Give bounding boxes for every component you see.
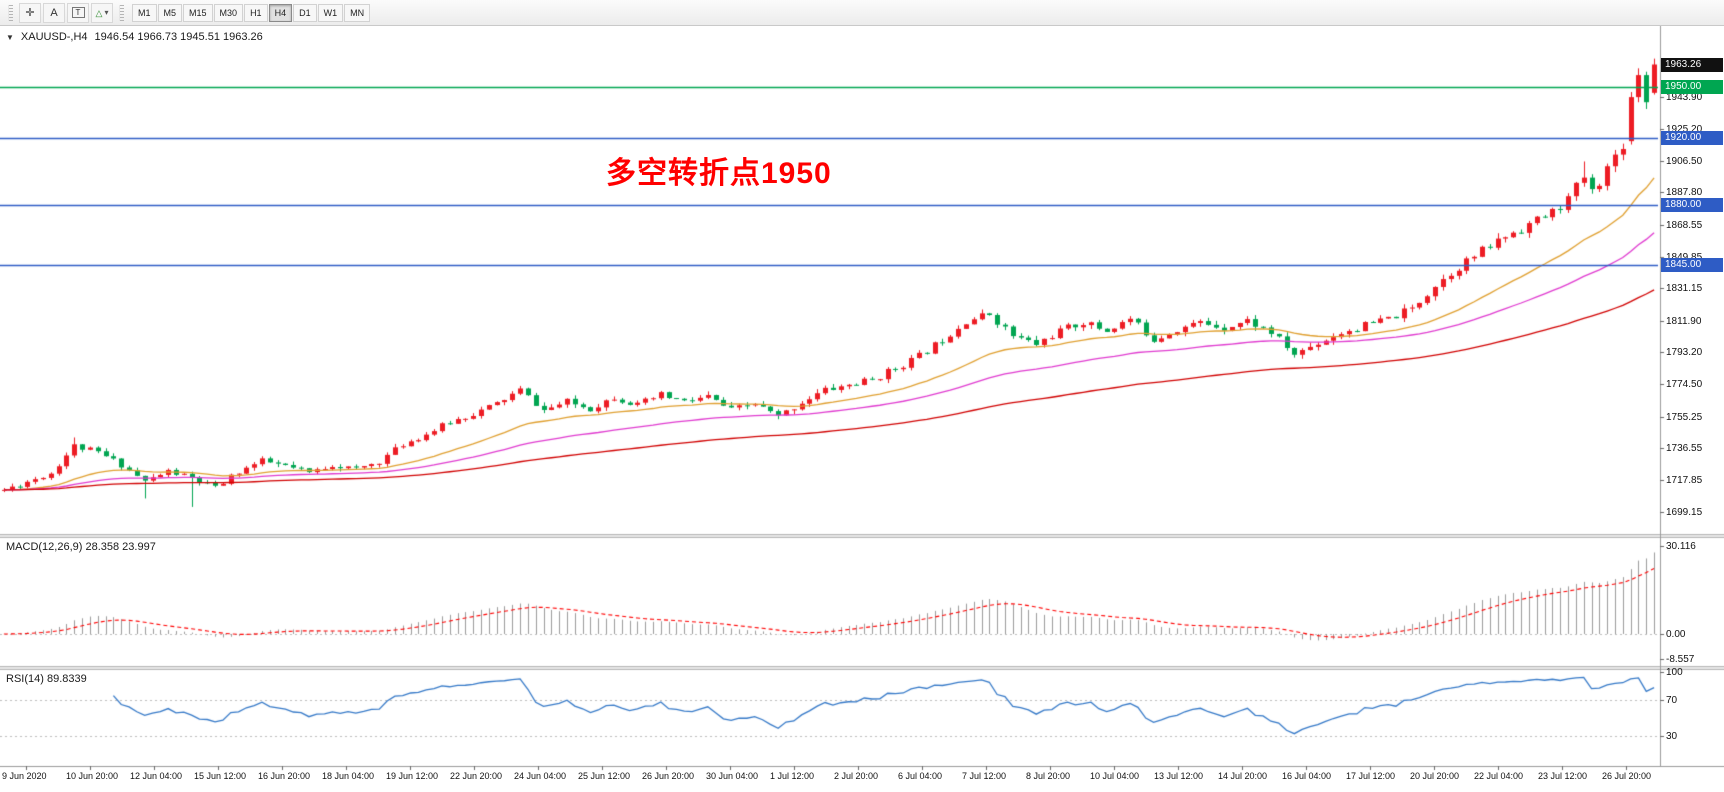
time-label: 9 Jun 2020 [2, 771, 47, 781]
time-label: 19 Jun 12:00 [386, 771, 439, 781]
tf-button-d1[interactable]: D1 [293, 3, 317, 22]
time-label: 13 Jul 12:00 [1154, 771, 1204, 781]
price-tick: 1831.15 [1666, 283, 1703, 295]
price-tick: 1868.55 [1666, 219, 1703, 231]
price-tick: 1717.85 [1666, 475, 1703, 487]
text-tool-button[interactable]: A [43, 2, 65, 23]
time-label: 18 Jun 04:00 [322, 771, 375, 781]
price-tick: 1736.55 [1666, 443, 1703, 455]
toolbar-grip-2[interactable] [119, 4, 124, 21]
scale-tick: 30 [1666, 731, 1678, 743]
tf-button-m1[interactable]: M1 [132, 3, 157, 22]
time-label: 17 Jul 12:00 [1346, 771, 1396, 781]
tf-button-h1[interactable]: H1 [244, 3, 268, 22]
time-label: 8 Jul 20:00 [1026, 771, 1071, 781]
price-tick: 1849.85 [1666, 252, 1702, 263]
time-label: 10 Jun 20:00 [66, 771, 119, 781]
textbox-tool-button[interactable]: T [67, 2, 89, 23]
tf-button-w1[interactable]: W1 [317, 3, 344, 22]
text-icon: A [50, 6, 58, 19]
scale-tick: 0.00 [1666, 629, 1686, 640]
textbox-icon: T [71, 7, 85, 18]
price-tick: 1811.90 [1666, 315, 1702, 327]
time-label: 2 Jul 20:00 [834, 771, 879, 781]
rsi-label: RSI(14) 89.8339 [6, 673, 87, 685]
time-label: 12 Jun 04:00 [130, 771, 183, 781]
timeframe-toolbar: M1 M5 M15 M30 H1 H4 D1 W1 MN [132, 3, 371, 22]
price-tick: 1774.50 [1666, 379, 1703, 391]
tf-button-m15[interactable]: M15 [183, 3, 213, 22]
chart-ohlc-values: 1946.54 1966.73 1945.51 1963.26 [94, 31, 263, 43]
time-label: 1 Jul 12:00 [770, 771, 815, 781]
tf-button-m5[interactable]: M5 [157, 3, 183, 22]
time-label: 16 Jun 20:00 [258, 771, 311, 781]
price-badge-1920.00: 1920.00 [1661, 130, 1723, 145]
price-badge-1950.00: 1950.00 [1661, 79, 1723, 94]
time-label: 16 Jul 04:00 [1282, 771, 1332, 781]
scale-tick: 70 [1666, 694, 1678, 706]
toolbar: ✛ A T △ ▾ M1 M5 M15 M30 H1 H4 D1 W1 MN [0, 0, 1724, 26]
time-label: 14 Jul 20:00 [1218, 771, 1268, 781]
time-label: 25 Jun 12:00 [578, 771, 631, 781]
price-tick: 1793.20 [1666, 347, 1703, 359]
time-label: 15 Jun 12:00 [194, 771, 247, 781]
time-label: 26 Jun 20:00 [642, 771, 695, 781]
chart-canvas[interactable] [0, 26, 1724, 792]
quick-trade-toggle-icon[interactable]: ▼ [6, 32, 14, 42]
tf-button-h4[interactable]: H4 [268, 3, 293, 22]
time-label: 30 Jun 04:00 [706, 771, 759, 781]
shapes-icon: △ [95, 7, 103, 18]
time-label: 22 Jun 20:00 [450, 771, 503, 781]
time-label: 26 Jul 20:00 [1602, 771, 1652, 781]
tf-button-mn[interactable]: MN [344, 3, 371, 22]
price-badge-1880.00: 1880.00 [1661, 198, 1723, 213]
price-tick: 1906.50 [1666, 155, 1703, 167]
annotation-text[interactable]: 多空转折点1950 [606, 157, 832, 190]
time-label: 23 Jul 12:00 [1538, 771, 1588, 781]
scale-tick: 100 [1666, 666, 1683, 678]
time-label: 7 Jul 12:00 [962, 771, 1007, 781]
chart-symbol-period: XAUUSD-,H4 [20, 31, 88, 43]
price-tick: 1925.20 [1666, 123, 1703, 135]
chevron-down-icon: ▾ [104, 8, 109, 17]
time-label: 6 Jul 04:00 [898, 771, 943, 781]
price-tick: 1699.15 [1666, 506, 1703, 518]
scale-tick: -8.557 [1666, 653, 1695, 665]
time-label: 20 Jul 20:00 [1410, 771, 1460, 781]
crosshair-tool-button[interactable]: ✛ [19, 2, 41, 23]
time-label: 24 Jun 04:00 [514, 771, 567, 781]
scale-tick: 30.116 [1666, 541, 1696, 553]
price-tick: 1943.90 [1666, 92, 1703, 104]
price-badge-1963.26: 1963.26 [1661, 57, 1723, 72]
chart-title: ▼ XAUUSD-,H4 1946.54 1966.73 1945.51 196… [6, 31, 263, 43]
price-badge-1845.00: 1845.00 [1661, 257, 1723, 272]
time-label: 22 Jul 04:00 [1474, 771, 1524, 781]
macd-label: MACD(12,26,9) 28.358 23.997 [6, 541, 156, 553]
shapes-dropdown-button[interactable]: △ ▾ [91, 2, 113, 23]
crosshair-icon: ✛ [25, 7, 35, 19]
price-tick: 1887.80 [1666, 187, 1703, 199]
time-label: 10 Jul 04:00 [1090, 771, 1140, 781]
chart-window: ▼ XAUUSD-,H4 1946.54 1966.73 1945.51 196… [0, 26, 1724, 792]
tf-button-m30[interactable]: M30 [213, 3, 244, 22]
price-tick: 1755.25 [1666, 411, 1703, 423]
toolbar-grip[interactable] [8, 4, 13, 21]
